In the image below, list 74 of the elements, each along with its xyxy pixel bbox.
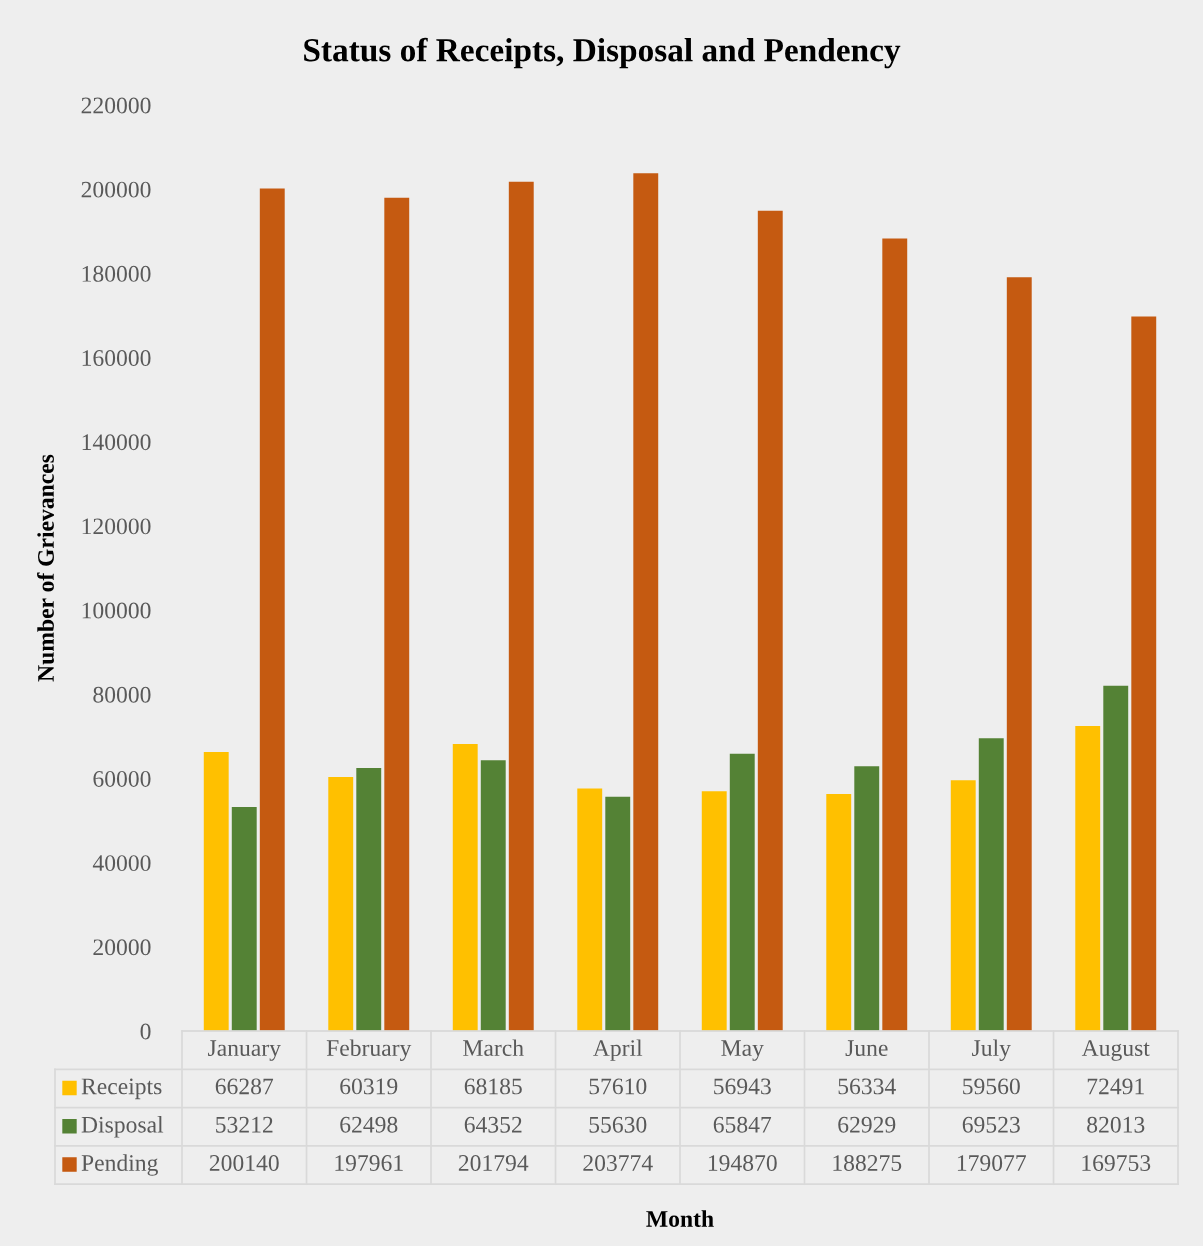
x-tick-label: May [721, 1040, 764, 1061]
bar [826, 793, 852, 1031]
y-tick-label: 0 [140, 1023, 151, 1040]
y-tick-label: 20000 [93, 939, 151, 956]
data-label: 55630 [589, 1116, 647, 1133]
y-axis-title: Number of Grievances [37, 454, 54, 682]
bar [1131, 316, 1157, 1031]
y-tick-label: 200000 [81, 181, 151, 198]
data-label: 169753 [1082, 1155, 1151, 1171]
text: Month [646, 1210, 714, 1227]
x-tick-label: July [972, 1039, 1011, 1061]
bar [633, 173, 659, 1031]
data-label: 197961 [335, 1155, 403, 1171]
data-label: 82013 [1087, 1116, 1145, 1133]
bar [480, 760, 506, 1031]
data-label: 179077 [957, 1155, 1026, 1171]
data-label: 66287 [215, 1078, 274, 1095]
chart-title: Status of Receipts, Disposal and Pendency [304, 37, 901, 69]
bar [259, 188, 285, 1031]
data-label: 56943 [714, 1078, 771, 1095]
x-tick-label: February [326, 1039, 412, 1061]
bar [978, 738, 1004, 1031]
data-label: 188275 [833, 1155, 902, 1171]
data-label: 200140 [209, 1155, 279, 1171]
bar [452, 744, 478, 1031]
bar [1103, 685, 1129, 1031]
bar [701, 791, 727, 1031]
bar [1006, 277, 1032, 1031]
y-tick-label: 140000 [82, 434, 151, 451]
y-tick-label: 220000 [81, 97, 151, 114]
data-label: 60319 [340, 1078, 398, 1095]
y-tick-label: 80000 [93, 686, 151, 703]
data-label: 69523 [962, 1116, 1020, 1133]
y-tick-label: 120000 [82, 518, 151, 535]
x-tick-label: March [463, 1039, 524, 1057]
data-label: 56334 [838, 1078, 896, 1095]
bar [356, 767, 382, 1031]
bar [882, 238, 908, 1031]
x-tick-label: June [845, 1040, 888, 1057]
legend-label: Receipts [81, 1078, 162, 1100]
x-tick-label: August [1081, 1040, 1150, 1061]
x-tick-label: April [593, 1039, 643, 1061]
data-label: 64352 [464, 1116, 522, 1133]
data-label: 194870 [708, 1155, 777, 1171]
data-label: 57610 [589, 1078, 647, 1095]
y-tick-label: 40000 [92, 855, 151, 872]
data-label: 65847 [713, 1116, 772, 1133]
bar [508, 181, 534, 1031]
legend-label: Disposal [81, 1116, 164, 1138]
y-tick-label: 180000 [82, 265, 151, 282]
x-tick-label: January [208, 1040, 281, 1061]
bar [231, 807, 257, 1031]
y-tick-label: 100000 [82, 602, 151, 619]
bar [950, 780, 976, 1031]
y-tick-label: 160000 [82, 350, 151, 366]
bar [203, 751, 229, 1031]
data-label: 203774 [583, 1155, 653, 1171]
bar [384, 197, 410, 1031]
data-label: 201794 [458, 1155, 529, 1171]
bar [328, 777, 354, 1031]
y-tick-label: 60000 [93, 770, 151, 787]
bar [729, 753, 755, 1031]
bar [757, 210, 783, 1031]
data-label: 62498 [340, 1116, 398, 1133]
bar [854, 766, 880, 1031]
bar [1075, 725, 1101, 1031]
data-label: 72491 [1087, 1078, 1144, 1095]
bar [605, 796, 631, 1031]
data-label: 53212 [216, 1116, 273, 1133]
data-label: 62929 [838, 1116, 896, 1133]
data-label: 59560 [963, 1078, 1020, 1095]
legend-label: Pending [81, 1154, 158, 1176]
data-label: 68185 [464, 1078, 522, 1095]
bar [577, 788, 603, 1031]
